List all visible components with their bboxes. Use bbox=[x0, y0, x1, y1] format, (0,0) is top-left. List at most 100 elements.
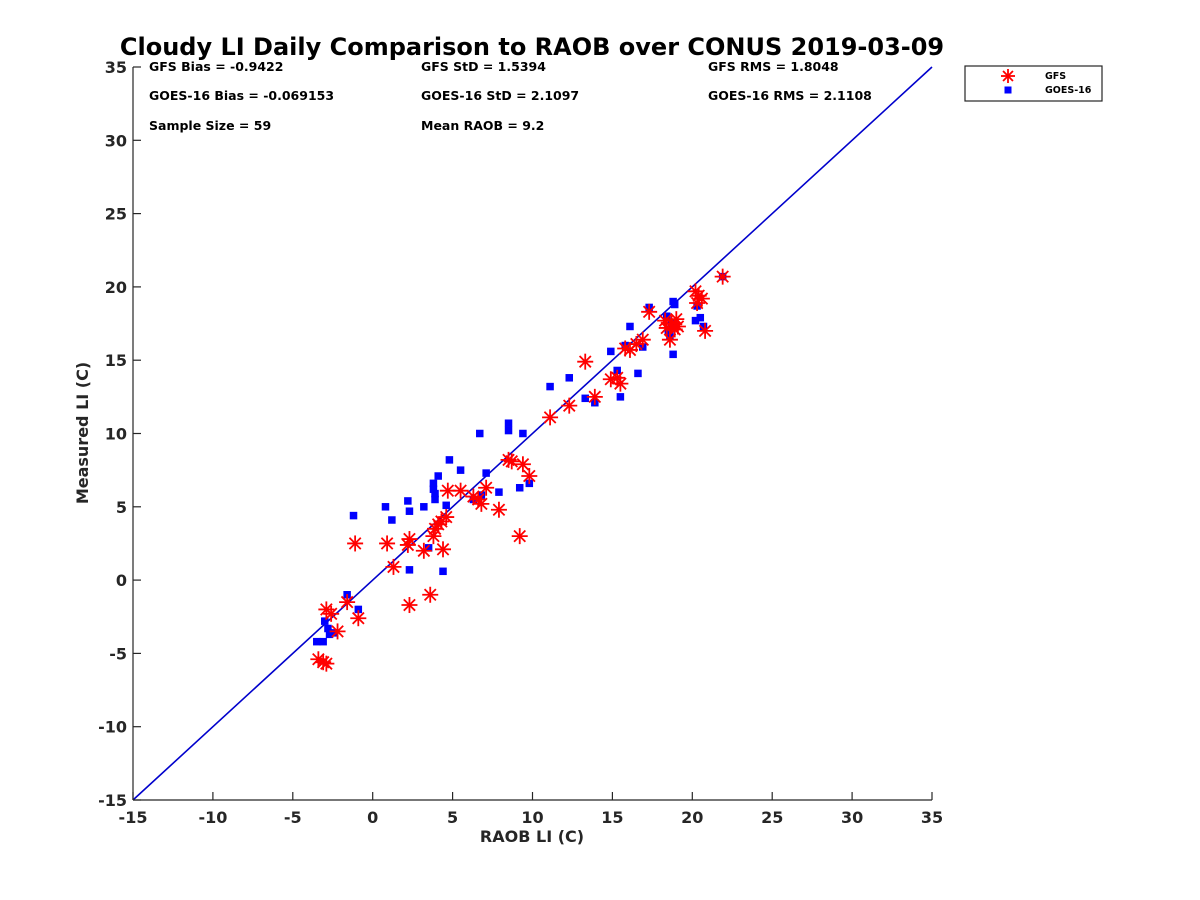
x-tick-label: -10 bbox=[198, 808, 227, 827]
x-tick-label: 35 bbox=[921, 808, 943, 827]
goes-16-point bbox=[626, 322, 634, 331]
goes-16-point bbox=[431, 489, 439, 498]
goes-16-point bbox=[515, 483, 524, 492]
gfs-point bbox=[385, 558, 402, 575]
goes-16-point bbox=[581, 394, 589, 403]
stat-text: GFS RMS = 1.8048 bbox=[708, 59, 839, 74]
goes-16-point bbox=[404, 497, 412, 505]
y-tick-label: 0 bbox=[116, 571, 127, 590]
goes-16-point bbox=[321, 617, 329, 625]
goes-16-point bbox=[445, 456, 454, 464]
goes-16-point bbox=[482, 469, 490, 477]
gfs-point bbox=[521, 468, 538, 485]
goes-16-point bbox=[349, 511, 358, 520]
gfs-point bbox=[438, 509, 455, 526]
gfs-point bbox=[668, 311, 685, 328]
goes-16-point bbox=[420, 503, 428, 511]
x-tick-label: -15 bbox=[119, 808, 148, 827]
gfs-point bbox=[511, 528, 528, 545]
gfs-point bbox=[577, 353, 594, 370]
goes-16-point bbox=[381, 503, 390, 511]
axes: -15 -10 -5 0 5 10 15 20 25 30 35 -15 -10 -5 0 5 10 15 20 25… bbox=[98, 58, 943, 827]
x-tick-label: 10 bbox=[521, 808, 543, 827]
y-tick-label: 25 bbox=[105, 205, 127, 224]
gfs-point bbox=[714, 268, 731, 285]
goes-16-point bbox=[699, 322, 708, 331]
stat-text: GOES-16 StD = 2.1097 bbox=[421, 88, 579, 103]
gfs-point bbox=[339, 594, 356, 611]
chart-title: Cloudy LI Daily Comparison to RAOB over … bbox=[120, 33, 944, 61]
goes-16-point bbox=[439, 567, 447, 576]
goes-16-point bbox=[504, 426, 513, 435]
legend-box bbox=[964, 65, 1103, 102]
y-tick-label: -5 bbox=[109, 644, 127, 663]
gfs-point bbox=[561, 397, 578, 414]
y-tick-label: 10 bbox=[105, 425, 127, 444]
goes-16-point bbox=[313, 637, 321, 646]
y-axis-label: Measured LI (C) bbox=[73, 362, 92, 504]
x-tick-label: 30 bbox=[841, 808, 863, 827]
gfs-point bbox=[657, 312, 674, 329]
stat-text: GOES-16 Bias = -0.069153 bbox=[149, 88, 334, 103]
stat-text: GFS Bias = -0.9422 bbox=[149, 59, 283, 74]
goes-16-point bbox=[388, 516, 396, 524]
legend: GFS GOES-16 bbox=[964, 65, 1103, 102]
data-points bbox=[310, 268, 731, 672]
gfs-point bbox=[586, 388, 603, 405]
reference-line-group bbox=[132, 66, 933, 801]
gfs-point bbox=[473, 495, 490, 512]
gfs-point bbox=[401, 597, 418, 614]
gfs-point bbox=[697, 322, 714, 339]
goes-16-point bbox=[354, 605, 363, 614]
goes-16-point bbox=[669, 350, 677, 359]
x-tick-label: 5 bbox=[447, 808, 458, 827]
goes-16-point bbox=[442, 501, 450, 510]
gfs-point bbox=[452, 482, 469, 499]
y-tick-label: 35 bbox=[105, 58, 127, 77]
statistics-annotations: GFS Bias = -0.9422 GFS StD = 1.5394 GFS RM… bbox=[149, 59, 872, 133]
gfs-point bbox=[379, 535, 396, 552]
gfs-point bbox=[347, 535, 364, 552]
gfs-point bbox=[478, 479, 495, 496]
gfs-point bbox=[435, 541, 452, 558]
y-tick-label: 5 bbox=[116, 498, 127, 517]
goes-16-point bbox=[429, 479, 438, 488]
stat-text: GFS StD = 1.5394 bbox=[421, 59, 546, 74]
stat-text: Mean RAOB = 9.2 bbox=[421, 118, 544, 133]
goes-16-point bbox=[405, 507, 414, 515]
legend-goes-16-marker bbox=[1004, 86, 1012, 94]
x-tick-label: -5 bbox=[284, 808, 302, 827]
x-axis-label: RAOB LI (C) bbox=[480, 827, 584, 846]
goes-16-point bbox=[662, 312, 671, 320]
goes-16-point bbox=[431, 495, 439, 504]
goes-16-point bbox=[696, 313, 705, 322]
gfs-point bbox=[612, 375, 629, 392]
goes-16-point bbox=[456, 466, 465, 474]
stat-text: GOES-16 RMS = 2.1108 bbox=[708, 88, 872, 103]
x-tick-label: 15 bbox=[601, 808, 623, 827]
gfs-point bbox=[401, 531, 418, 548]
goes-16-point bbox=[504, 419, 513, 427]
y-tick-label: 15 bbox=[105, 351, 127, 370]
gfs-point bbox=[514, 456, 531, 473]
goes-16-point bbox=[691, 316, 700, 325]
gfs-point bbox=[542, 409, 559, 426]
gfs-point bbox=[329, 623, 346, 640]
gfs-point bbox=[490, 501, 507, 518]
goes-16-point bbox=[424, 544, 433, 552]
goes-16-point bbox=[634, 369, 642, 378]
gfs-point bbox=[641, 303, 658, 320]
goes-16-point bbox=[476, 429, 484, 438]
goes-16-point bbox=[434, 472, 442, 480]
goes-16-point bbox=[546, 382, 554, 391]
goes-16-point bbox=[495, 488, 503, 496]
y-tick-label: 30 bbox=[105, 131, 127, 150]
stat-text: Sample Size = 59 bbox=[149, 118, 271, 133]
goes-16-point bbox=[429, 485, 438, 493]
gfs-point bbox=[318, 655, 335, 672]
y-tick-label: -15 bbox=[98, 791, 127, 810]
gfs-point bbox=[323, 605, 340, 622]
x-tick-label: 20 bbox=[681, 808, 703, 827]
gfs-point bbox=[422, 586, 439, 603]
